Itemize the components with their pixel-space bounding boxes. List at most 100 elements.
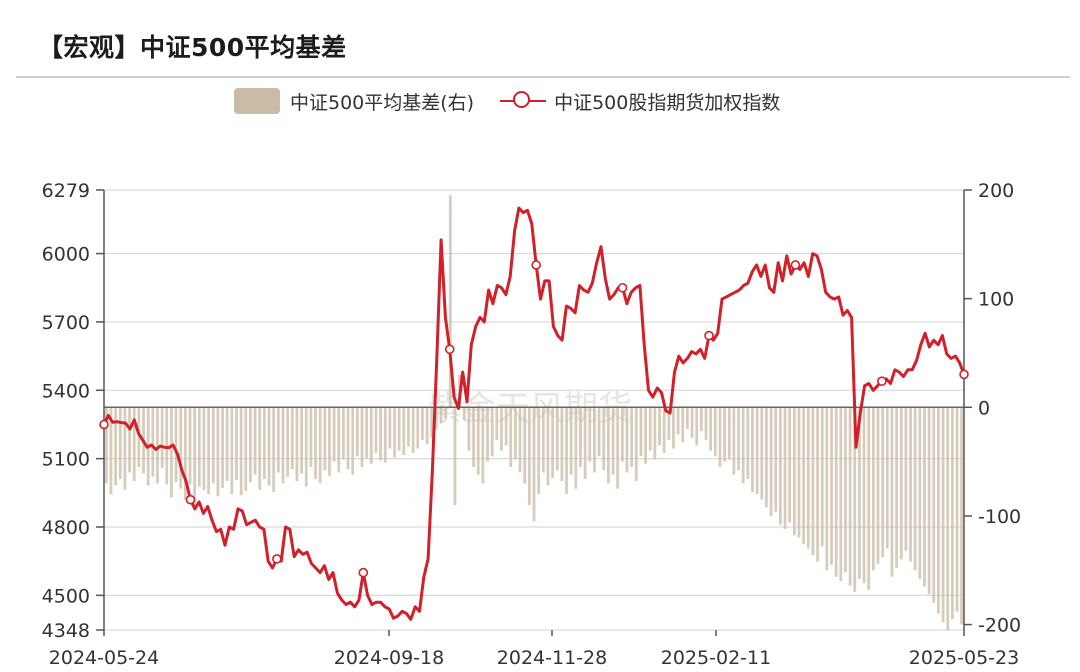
- basis-bar: [871, 407, 875, 571]
- basis-bar: [439, 407, 443, 424]
- basis-bar: [486, 407, 489, 462]
- basis-bar: [713, 407, 717, 457]
- basis-bar: [885, 407, 889, 549]
- basis-bar: [904, 407, 908, 551]
- basis-bar: [639, 407, 643, 457]
- index-marker: [272, 554, 282, 564]
- basis-bar: [662, 407, 666, 453]
- basis-bar: [783, 407, 787, 529]
- basis-bar: [927, 407, 931, 595]
- basis-bar: [625, 407, 629, 473]
- basis-bar: [797, 407, 801, 538]
- basis-bar: [658, 407, 661, 446]
- basis-bar: [183, 407, 187, 500]
- basis-bar: [216, 407, 220, 497]
- basis-bar: [579, 407, 582, 468]
- basis-bar: [123, 407, 127, 490]
- legend-item-basis[interactable]: 中证500平均基差(右): [234, 88, 474, 115]
- basis-bar: [765, 407, 768, 508]
- basis-bar: [741, 407, 745, 484]
- basis-bar: [156, 407, 159, 484]
- basis-bar: [806, 407, 810, 549]
- basis-bar: [672, 407, 675, 449]
- left-tick-label: 4800: [42, 517, 90, 539]
- index-marker: [959, 369, 969, 380]
- basis-bar: [467, 407, 471, 451]
- basis-bar: [778, 407, 782, 525]
- basis-bar: [369, 407, 373, 464]
- basis-bar: [811, 407, 815, 556]
- basis-bar: [323, 407, 327, 471]
- basis-bar: [755, 407, 759, 495]
- basis-bar: [634, 407, 638, 482]
- basis-bar: [918, 407, 922, 579]
- basis-bar: [453, 407, 457, 506]
- basis-bar: [151, 407, 155, 477]
- legend-line-swatch: [500, 90, 547, 112]
- basis-bar: [170, 407, 173, 498]
- basis-bar: [667, 407, 671, 440]
- basis-bar: [388, 407, 392, 449]
- basis-bar: [909, 407, 912, 562]
- basis-bar: [425, 407, 429, 445]
- basis-bar: [309, 407, 313, 468]
- basis-bar: [788, 407, 792, 523]
- x-tick-label: 2025-05-23: [909, 647, 1019, 669]
- basis-bar: [179, 407, 183, 489]
- basis-bar: [328, 407, 331, 476]
- basis-bar: [258, 407, 262, 490]
- basis-bar: [541, 407, 545, 473]
- basis-bar: [374, 407, 378, 453]
- basis-bar: [160, 407, 164, 469]
- basis-bar: [848, 407, 852, 586]
- basis-bar: [560, 407, 564, 482]
- basis-bar: [290, 407, 294, 470]
- basis-bar: [472, 407, 475, 468]
- basis-bar: [555, 407, 559, 471]
- x-tick-label: 2025-02-11: [661, 647, 771, 669]
- basis-bar: [616, 407, 620, 489]
- legend-bar-swatch: [234, 88, 280, 114]
- basis-bar: [360, 407, 364, 468]
- basis-bar: [574, 407, 578, 489]
- basis-bar: [267, 407, 271, 486]
- basis-bar: [946, 407, 950, 630]
- basis-bar: [114, 407, 118, 486]
- basis-bar: [867, 407, 871, 590]
- left-tick-label: 4500: [42, 585, 90, 607]
- basis-bar: [941, 407, 945, 623]
- right-tick-label: 0: [978, 397, 990, 419]
- basis-bar: [681, 407, 685, 443]
- basis-bar: [430, 407, 434, 438]
- basis-bar: [937, 407, 940, 614]
- basis-bar: [318, 407, 322, 484]
- index-marker: [99, 419, 109, 430]
- basis-bar: [769, 407, 773, 516]
- basis-bar: [476, 407, 480, 475]
- basis-bar: [481, 407, 485, 484]
- basis-bar: [699, 407, 703, 432]
- legend-item-index[interactable]: 中证500股指期货加权指数: [500, 88, 780, 115]
- basis-bar: [858, 407, 861, 579]
- basis-bar: [834, 407, 838, 577]
- basis-bar: [825, 407, 829, 571]
- basis-bar: [272, 407, 276, 493]
- basis-bar: [434, 407, 438, 430]
- basis-bar: [597, 407, 601, 457]
- basis-bar: [225, 407, 229, 482]
- basis-bar: [249, 407, 252, 483]
- basis-bar: [704, 407, 708, 440]
- basis-bar: [118, 407, 122, 479]
- basis-bar: [820, 407, 824, 547]
- basis-bar: [588, 407, 592, 462]
- basis-bar: [518, 407, 522, 473]
- basis-bar: [462, 407, 466, 421]
- basis-bar: [355, 407, 359, 457]
- basis-bar: [174, 407, 178, 483]
- basis-bar: [407, 407, 410, 447]
- basis-bar: [351, 407, 355, 475]
- basis-bar: [132, 407, 136, 482]
- basis-bar: [314, 407, 317, 479]
- chart-title: 【宏观】中证500平均基差: [38, 33, 347, 62]
